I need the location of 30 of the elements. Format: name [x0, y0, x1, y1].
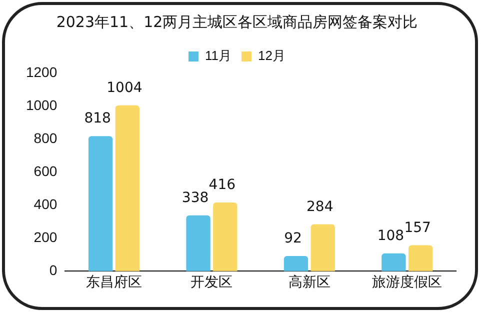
y-tick-label: 400 — [34, 196, 58, 212]
bar — [186, 215, 210, 272]
bar — [213, 202, 238, 272]
bar — [408, 245, 433, 272]
data-label: 92 — [284, 230, 302, 247]
data-label: 284 — [306, 198, 334, 215]
bar — [310, 224, 335, 272]
x-tick-label: 旅游度假区 — [372, 273, 442, 290]
y-tick-label: 600 — [34, 162, 58, 179]
x-tick-label: 东昌府区 — [86, 273, 142, 290]
y-tick-label: 1000 — [26, 96, 58, 113]
bar — [284, 256, 308, 272]
legend-label: 11月 — [205, 48, 232, 64]
chart-title: 2023年11、12两月主城区各区域商品房网签备案对比 — [56, 12, 418, 31]
y-tick-label: 800 — [34, 130, 58, 146]
y-tick-label: 1200 — [26, 64, 58, 80]
data-label: 338 — [182, 190, 209, 206]
data-label: 157 — [404, 220, 431, 236]
legend-label: 12月 — [258, 48, 286, 64]
data-label: 1004 — [106, 80, 142, 96]
bar — [382, 253, 406, 272]
data-label: 108 — [377, 228, 404, 244]
bar — [88, 136, 113, 272]
data-label: 416 — [208, 177, 236, 194]
x-tick-label: 高新区 — [288, 273, 330, 290]
y-tick-label: 200 — [34, 229, 58, 246]
y-tick-label: 0 — [49, 262, 58, 278]
bar — [115, 105, 140, 272]
x-tick-label: 开发区 — [190, 273, 233, 290]
data-label: 818 — [84, 110, 111, 127]
